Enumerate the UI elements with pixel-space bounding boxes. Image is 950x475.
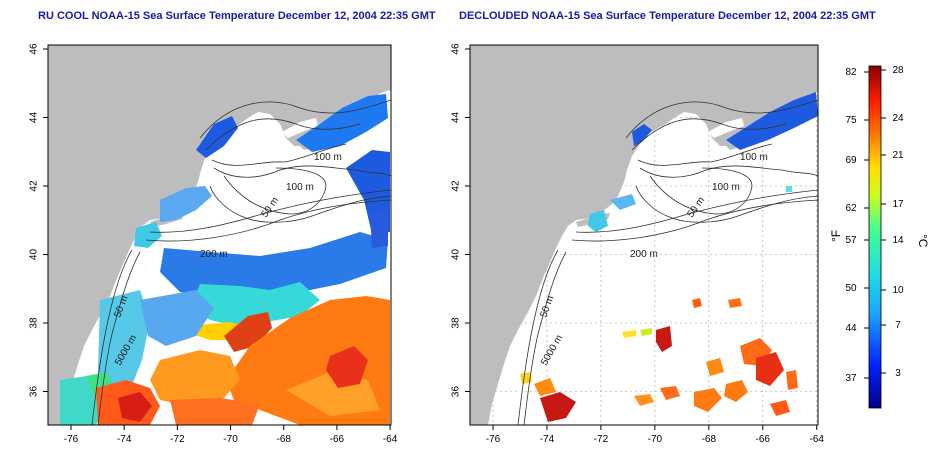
y-tick-label: 40 [29, 249, 40, 261]
left-contour-label: 100 m [314, 152, 342, 163]
colorbar-f-tick-label: 44 [845, 323, 857, 334]
colorbar-f-tick-label: 50 [845, 283, 857, 294]
colorbar-f-tick-label: 57 [845, 235, 857, 246]
colorbar-f-tick-label: 69 [845, 155, 857, 166]
right-map: 100 m 100 m 50 m 200 m 50 m 5000 m -76 -7… [451, 43, 825, 445]
y-tick-label: 38 [29, 317, 40, 329]
celsius-unit-label: °C [916, 234, 930, 248]
y-tick-label: 42 [29, 180, 40, 192]
left-map-title: RU COOL NOAA-15 Sea Surface Temperature … [38, 10, 436, 22]
colorbar-f-tick-label: 82 [845, 67, 857, 78]
colorbar-f-tick-label: 62 [845, 203, 857, 214]
colorbar-c-tick-label: 14 [892, 235, 904, 246]
right-map-frame [469, 44, 819, 426]
right-contours [517, 99, 818, 425]
colorbar-c-tick-label: 3 [895, 368, 901, 379]
left-map: 100 m 100 m 50 m 200 m 50 m 5000 m -76 -7… [29, 43, 398, 445]
x-tick-label: -76 [64, 434, 79, 445]
colorbar-c-tick-label: 28 [892, 65, 904, 76]
right-chesapeake-bay [514, 300, 538, 410]
left-sst-field [60, 94, 390, 425]
left-contour-label: 200 m [200, 249, 228, 260]
colorbar-f-tick-label: 37 [845, 373, 857, 384]
x-tick-label: -66 [330, 434, 345, 445]
colorbar-c-tick-label: 24 [892, 113, 904, 124]
colorbar-gradient [868, 65, 882, 409]
x-tick-label: -64 [809, 434, 824, 445]
colorbar-c-tick-label: 17 [892, 199, 904, 210]
y-tick-label: 46 [451, 43, 462, 55]
y-tick-label: 40 [451, 249, 462, 261]
right-contour-label: 100 m [712, 182, 740, 193]
right-bay-of-fundy [708, 118, 744, 138]
y-tick-label: 44 [29, 112, 40, 124]
x-tick-label: -70 [223, 434, 238, 445]
x-tick-label: -70 [648, 434, 663, 445]
colorbar-c-tick-label: 10 [892, 285, 904, 296]
x-tick-label: -68 [702, 434, 717, 445]
colorbar: °F °C 82 75 69 62 57 50 44 37 28 24 21 17 14 10 7 3 [829, 65, 930, 409]
right-axis-ticks: -76 -74 -72 -70 -68 -66 -64 46 44 42 40 38 36 [451, 43, 825, 445]
x-tick-label: -74 [540, 434, 555, 445]
y-tick-label: 38 [451, 317, 462, 329]
x-tick-label: -72 [594, 434, 609, 445]
left-contours [91, 99, 391, 425]
y-tick-label: 46 [29, 43, 40, 55]
right-map-title: DECLOUDED NOAA-15 Sea Surface Temperatur… [459, 10, 876, 22]
x-tick-label: -74 [117, 434, 132, 445]
colorbar-c-tick-label: 21 [892, 150, 904, 161]
colorbar-f-tick-label: 75 [845, 115, 857, 126]
x-tick-label: -68 [276, 434, 291, 445]
right-contour-label: 100 m [740, 152, 768, 163]
left-bay-of-fundy [282, 118, 318, 138]
right-contour-label: 200 m [630, 249, 658, 260]
x-tick-label: -76 [486, 434, 501, 445]
right-sst-field [520, 92, 818, 422]
fahrenheit-unit-label: °F [829, 230, 843, 242]
y-tick-label: 36 [29, 386, 40, 398]
colorbar-c-tick-label: 7 [895, 320, 901, 331]
colorbar-ticks: 82 75 69 62 57 50 44 37 28 24 21 17 14 10 7 3 [845, 65, 904, 384]
y-tick-label: 36 [451, 386, 462, 398]
y-tick-label: 44 [451, 112, 462, 124]
left-map-frame [47, 44, 392, 426]
x-tick-label: -72 [170, 434, 185, 445]
x-tick-label: -66 [756, 434, 771, 445]
x-tick-label: -64 [383, 434, 398, 445]
y-tick-label: 42 [451, 180, 462, 192]
left-axis-ticks: -76 -74 -72 -70 -68 -66 -64 46 44 42 40 38 36 [29, 43, 398, 445]
left-contour-label: 100 m [286, 182, 314, 193]
